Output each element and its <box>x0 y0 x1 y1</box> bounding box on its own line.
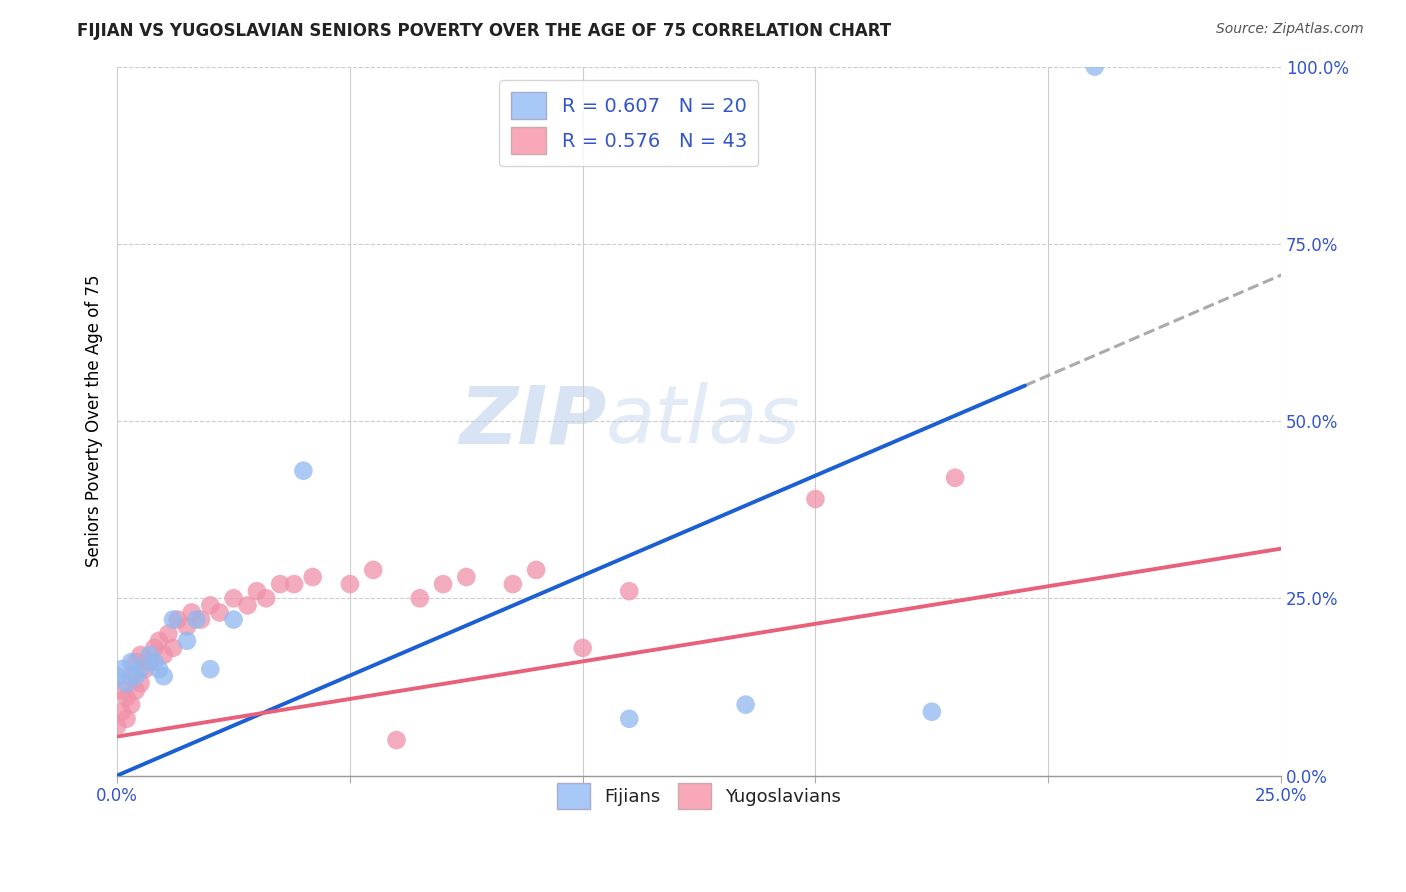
Point <box>269 577 291 591</box>
Point <box>125 655 148 669</box>
Point <box>246 584 269 599</box>
Point <box>1084 60 1107 74</box>
Point <box>152 669 174 683</box>
Point <box>385 733 408 747</box>
Legend: Fijians, Yugoslavians: Fijians, Yugoslavians <box>550 776 848 816</box>
Point <box>222 613 245 627</box>
Point <box>524 563 547 577</box>
Point <box>120 655 142 669</box>
Point <box>120 698 142 712</box>
Point <box>619 584 641 599</box>
Point <box>139 648 162 662</box>
Point <box>111 705 134 719</box>
Point <box>129 662 152 676</box>
Point <box>200 599 222 613</box>
Point <box>134 662 156 676</box>
Point <box>200 662 222 676</box>
Point <box>456 570 478 584</box>
Point <box>125 669 148 683</box>
Point <box>143 655 166 669</box>
Point <box>105 719 128 733</box>
Point <box>166 613 188 627</box>
Point <box>222 591 245 606</box>
Point <box>129 648 152 662</box>
Point <box>339 577 361 591</box>
Point <box>157 626 180 640</box>
Point <box>120 669 142 683</box>
Point <box>162 640 184 655</box>
Point <box>180 606 202 620</box>
Point <box>921 705 943 719</box>
Point <box>804 491 827 506</box>
Point <box>111 662 134 676</box>
Point <box>236 599 259 613</box>
Point <box>115 690 138 705</box>
Point <box>125 683 148 698</box>
Point <box>734 698 756 712</box>
Text: atlas: atlas <box>606 382 801 460</box>
Point <box>148 633 170 648</box>
Point <box>152 648 174 662</box>
Point <box>943 471 966 485</box>
Point <box>176 633 198 648</box>
Text: FIJIAN VS YUGOSLAVIAN SENIORS POVERTY OVER THE AGE OF 75 CORRELATION CHART: FIJIAN VS YUGOSLAVIAN SENIORS POVERTY OV… <box>77 22 891 40</box>
Point <box>129 676 152 690</box>
Point <box>186 613 208 627</box>
Point <box>139 655 162 669</box>
Point <box>162 613 184 627</box>
Point <box>190 613 212 627</box>
Point <box>254 591 277 606</box>
Point <box>105 669 128 683</box>
Y-axis label: Seniors Poverty Over the Age of 75: Seniors Poverty Over the Age of 75 <box>86 275 103 567</box>
Point <box>502 577 524 591</box>
Point <box>111 683 134 698</box>
Point <box>619 712 641 726</box>
Point <box>143 640 166 655</box>
Point <box>115 676 138 690</box>
Point <box>208 606 231 620</box>
Point <box>409 591 432 606</box>
Point <box>361 563 384 577</box>
Point <box>292 464 315 478</box>
Point <box>301 570 323 584</box>
Point <box>148 662 170 676</box>
Point <box>115 712 138 726</box>
Point <box>176 620 198 634</box>
Point <box>432 577 454 591</box>
Text: Source: ZipAtlas.com: Source: ZipAtlas.com <box>1216 22 1364 37</box>
Text: ZIP: ZIP <box>458 382 606 460</box>
Point <box>283 577 305 591</box>
Point <box>571 640 593 655</box>
